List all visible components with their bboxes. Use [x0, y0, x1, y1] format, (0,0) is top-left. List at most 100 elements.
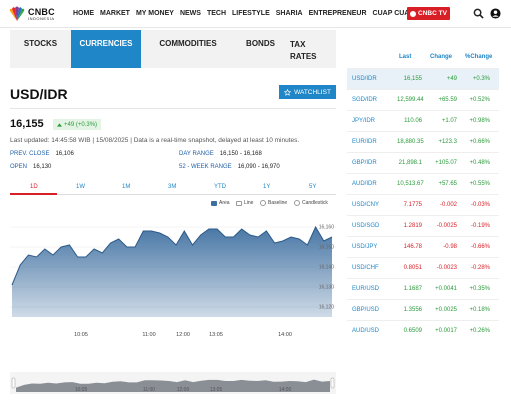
open-stat: OPEN 16,130	[10, 164, 51, 170]
percent-change: -0.19%	[470, 223, 490, 229]
up-arrow-icon	[57, 122, 62, 127]
table-row[interactable]: USD/SGD 1.2819 -0.0025 -0.19%	[347, 215, 499, 236]
nav-item-lifestyle[interactable]: LIFESTYLE	[232, 10, 270, 17]
nav-item-sharia[interactable]: SHARIA	[275, 10, 303, 17]
table-row[interactable]: USD/JPY 146.78 -0.98 -0.66%	[347, 236, 499, 257]
price-change: +49 (+0.3%)	[64, 121, 98, 128]
navigator-left-handle[interactable]	[11, 377, 16, 389]
range-1d[interactable]: 1D	[30, 184, 38, 190]
chart-type-baseline-label: Baseline	[268, 200, 288, 206]
range-1m[interactable]: 1M	[122, 184, 131, 190]
tab-currencies[interactable]: CURRENCIES	[71, 30, 141, 68]
watchlist-button[interactable]: WATCHLIST	[279, 85, 336, 99]
current-price: 16,155	[10, 118, 44, 130]
nav-item-market[interactable]: MARKET	[100, 10, 130, 17]
cnbc-tv-label: CNBC TV	[418, 10, 447, 17]
last-price: 21,898.1	[398, 160, 422, 166]
last-price: 0.8051	[403, 265, 422, 271]
chart-type-area-label: Area	[219, 200, 230, 206]
currency-symbol[interactable]: SGD/IDR	[352, 97, 378, 103]
tab-stocks[interactable]: STOCKS	[23, 39, 58, 48]
navigator-series	[16, 379, 330, 392]
chart-navigator[interactable]: 10:05 11:00 12:00 13:05 14:00	[10, 372, 336, 394]
range-5y[interactable]: 5Y	[309, 184, 317, 190]
currency-symbol[interactable]: USD/CNY	[352, 202, 380, 208]
chart-type-candlestick[interactable]: Candlestick	[294, 200, 328, 206]
last-updated-text: Last updated: 14:45:58 WIB | 15/08/2025 …	[10, 137, 300, 144]
table-row[interactable]: AUD/USD 0.6509 +0.0017 +0.26%	[347, 320, 499, 341]
currency-symbol[interactable]: GBP/USD	[352, 307, 380, 313]
nav-item-home[interactable]: HOME	[73, 10, 94, 17]
currency-symbol[interactable]: USD/SGD	[352, 223, 380, 229]
table-row[interactable]: AUD/IDR 10,513.67 +57.65 +0.55%	[347, 173, 499, 194]
cnbc-logo[interactable]: CNBC INDONESIA	[8, 5, 64, 23]
search-icon[interactable]	[473, 8, 484, 19]
table-row[interactable]: GBP/USD 1.3556 +0.0025 +0.18%	[347, 299, 499, 320]
percent-change: -0.66%	[470, 244, 490, 250]
chart-type-area[interactable]: Area	[211, 200, 230, 206]
navigator-tick-label: 10:05	[75, 387, 88, 393]
percent-change: +0.55%	[469, 181, 490, 187]
last-price: 7.1775	[403, 202, 422, 208]
chart-type-candlestick-label: Candlestick	[302, 200, 328, 206]
table-row[interactable]: USD/CNY 7.1775 -0.002 -0.03%	[347, 194, 499, 215]
table-row[interactable]: USD/IDR 16,155 +49 +0.3%	[347, 68, 499, 89]
open-value: 16,130	[33, 164, 52, 170]
week52-range-value: 16,090 - 16,970	[237, 164, 280, 170]
currency-symbol[interactable]: AUD/IDR	[352, 181, 377, 187]
currency-symbol[interactable]: EUR/USD	[352, 286, 380, 292]
week52-range-stat: 52 - WEEK RANGE 16,090 - 16,970	[179, 164, 280, 170]
nav-item-cuap-cuap-cuan[interactable]: CUAP CUAP CUAN	[372, 10, 437, 17]
range-ytd[interactable]: YTD	[214, 184, 226, 190]
chart-type-line[interactable]: Line	[236, 200, 253, 206]
tab-bonds[interactable]: BONDS	[246, 39, 275, 48]
price-change: -0.0025	[436, 223, 457, 229]
cnbc-tv-button[interactable]: CNBC TV	[407, 7, 450, 20]
x-tick-label: 11:00	[142, 332, 155, 338]
logo-text: CNBC	[28, 7, 55, 17]
user-account-icon[interactable]	[490, 8, 501, 19]
currency-symbol[interactable]: GBP/IDR	[352, 160, 377, 166]
percent-change: -0.28%	[470, 265, 490, 271]
table-row[interactable]: GBP/IDR 21,898.1 +105.07 +0.48%	[347, 152, 499, 173]
table-row[interactable]: JPY/IDR 110.06 +1.07 +0.98%	[347, 110, 499, 131]
tab-commodities[interactable]: COMMODITIES	[159, 39, 217, 48]
percent-change: -0.03%	[470, 202, 490, 208]
currency-symbol[interactable]: EUR/IDR	[352, 139, 377, 145]
currency-symbol[interactable]: AUD/USD	[352, 328, 380, 334]
last-price: 146.78	[403, 244, 422, 250]
currency-symbol[interactable]: JPY/IDR	[352, 118, 376, 124]
range-1w[interactable]: 1W	[76, 184, 85, 190]
range-3m[interactable]: 3M	[168, 184, 177, 190]
table-row[interactable]: USD/CHF 0.8051 -0.0023 -0.28%	[347, 257, 499, 278]
last-price: 1.3556	[403, 307, 422, 313]
nav-item-tech[interactable]: TECH	[206, 10, 227, 17]
nav-item-news[interactable]: NEWS	[179, 10, 201, 17]
col-change: Change	[430, 54, 453, 60]
percent-change: +0.18%	[469, 307, 490, 313]
prev-close-label: PREV. CLOSE	[10, 151, 50, 157]
y-tick-label: 16,160	[319, 225, 335, 231]
currency-symbol[interactable]: USD/JPY	[352, 244, 378, 250]
y-tick-label: 16,120	[319, 305, 335, 311]
radio-icon	[260, 200, 266, 206]
price-chart[interactable]: 16,160 16,150 16,140 16,130 16,120 10:05 11:00…	[10, 205, 336, 345]
chart-type-baseline[interactable]: Baseline	[260, 200, 287, 206]
percent-change: +0.52%	[469, 97, 490, 103]
x-tick-label: 10:05	[74, 332, 88, 338]
range-1y[interactable]: 1Y	[263, 184, 271, 190]
tab-tax-rates[interactable]: TAX RATES	[290, 40, 317, 61]
nav-item-my-money[interactable]: MY MONEY	[135, 10, 174, 17]
table-row[interactable]: EUR/USD 1.1687 +0.0041 +0.35%	[347, 278, 499, 299]
currency-symbol[interactable]: USD/CHF	[352, 265, 379, 271]
day-range-label: DAY RANGE	[179, 151, 214, 157]
nav-item-entrepreneur[interactable]: ENTREPRENEUR	[308, 10, 367, 17]
price-change: -0.98	[443, 244, 457, 250]
x-tick-label: 13:05	[209, 332, 223, 338]
currency-symbol[interactable]: USD/IDR	[352, 76, 377, 82]
table-row[interactable]: EUR/IDR 18,880.35 +123.3 +0.66%	[347, 131, 499, 152]
price-change: +105.07	[435, 160, 457, 166]
price-change: -0.002	[439, 202, 457, 208]
navigator-right-handle[interactable]	[330, 377, 335, 389]
table-row[interactable]: SGD/IDR 12,599.44 +65.59 +0.52%	[347, 89, 499, 110]
